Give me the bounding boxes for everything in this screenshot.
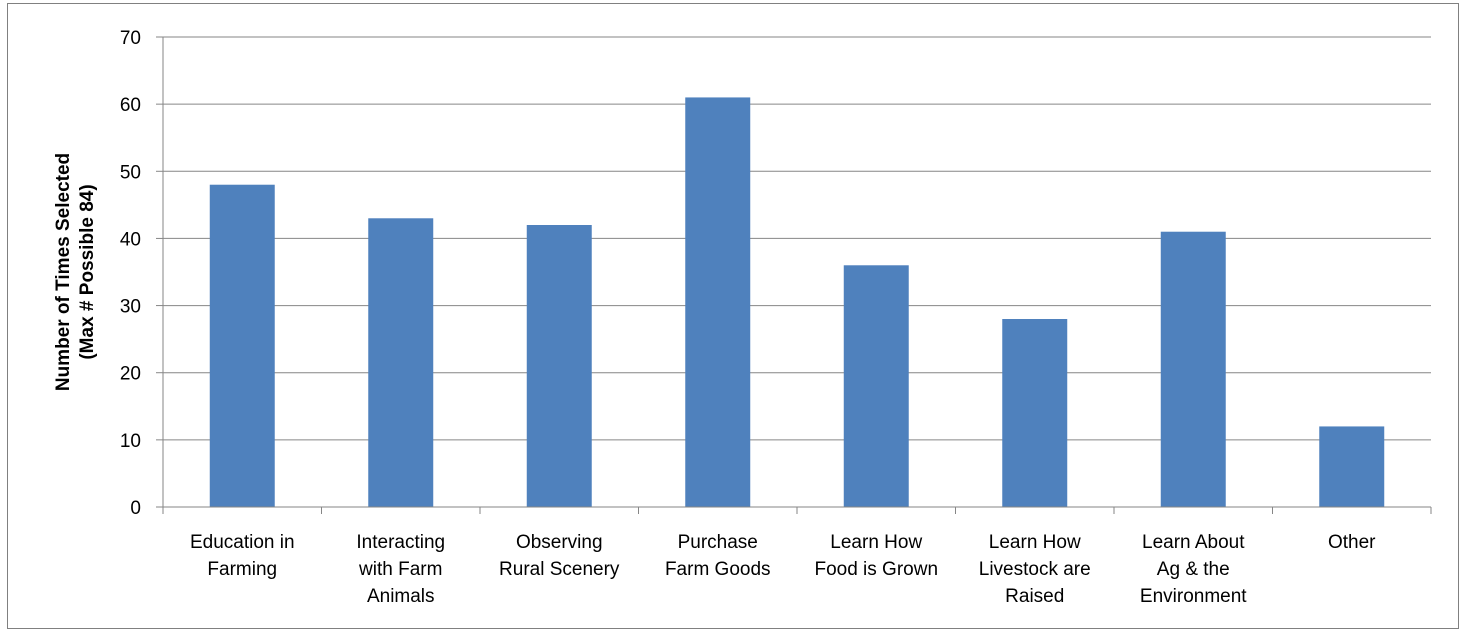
- bar: [843, 265, 909, 507]
- axes: [156, 36, 1432, 514]
- y-tick-label: 10: [120, 431, 141, 452]
- bar: [1160, 231, 1226, 507]
- x-category-label: Environment: [1140, 586, 1247, 607]
- y-tick-labels: 0 10 20 30 40 50 60 70: [120, 28, 141, 519]
- x-category-label: Learn About: [1142, 532, 1245, 553]
- y-tick-label: 50: [120, 162, 141, 183]
- x-category-label: Observing: [516, 532, 603, 553]
- bar: [1319, 426, 1385, 507]
- bar: [526, 225, 592, 507]
- y-tick-label: 70: [120, 28, 141, 49]
- x-category-labels: Education in Farming Interacting with Farm A…: [190, 532, 1376, 607]
- x-category-label: Animals: [367, 586, 435, 607]
- bar: [209, 184, 275, 507]
- bar: [368, 218, 434, 508]
- x-category-label: with Farm: [358, 559, 442, 580]
- x-category-label: Farm Goods: [665, 559, 771, 580]
- bar: [1002, 319, 1068, 507]
- y-tick-label: 60: [120, 95, 141, 116]
- x-category-label: Purchase: [678, 532, 758, 553]
- x-category-label: Rural Scenery: [499, 559, 620, 580]
- y-tick-label: 40: [120, 229, 141, 250]
- bars: [209, 97, 1385, 508]
- y-tick-label: 20: [120, 364, 141, 385]
- x-category-label: Farming: [207, 559, 277, 580]
- x-category-label: Learn How: [989, 532, 1081, 553]
- x-category-label: Education in: [190, 532, 295, 553]
- y-tick-label: 30: [120, 297, 141, 318]
- x-category-label: Raised: [1005, 586, 1064, 607]
- gridlines: [163, 36, 1431, 441]
- y-tick-label: 0: [130, 498, 141, 519]
- y-axis-title-line-1: Number of Times Selected: [53, 153, 74, 391]
- x-category-label: Learn How: [830, 532, 922, 553]
- x-category-label: Food is Grown: [814, 559, 938, 580]
- x-category-label: Other: [1328, 532, 1376, 553]
- y-axis-title-line-2: (Max # Possible 84): [77, 184, 98, 359]
- x-category-label: Livestock are: [979, 559, 1091, 580]
- x-category-label: Interacting: [356, 532, 445, 553]
- x-category-label: Ag & the: [1157, 559, 1230, 580]
- bar: [685, 97, 751, 507]
